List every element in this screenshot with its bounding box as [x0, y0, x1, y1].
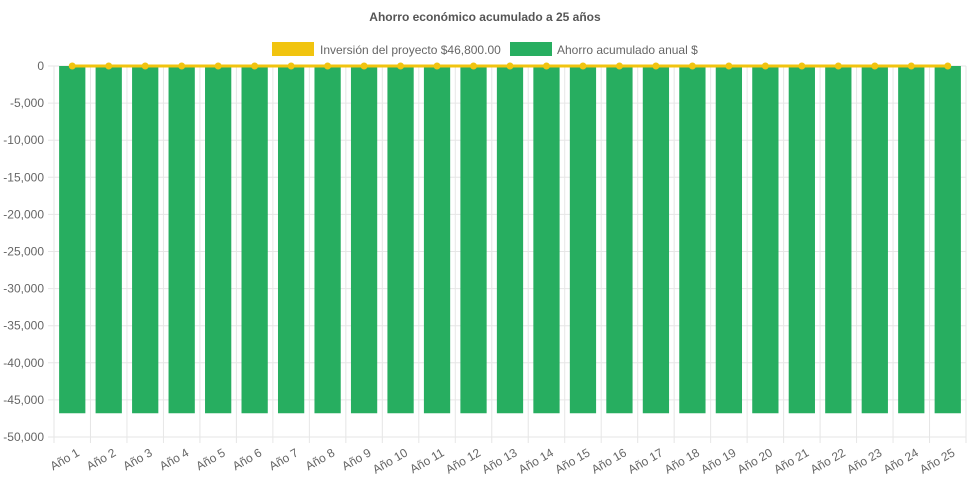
- line-point-investment[interactable]: [506, 62, 514, 70]
- line-point-investment[interactable]: [798, 62, 806, 70]
- bar-savings[interactable]: [642, 66, 670, 414]
- y-tick-label: -15,000: [3, 170, 44, 184]
- chart-title: Ahorro económico acumulado a 25 años: [369, 10, 601, 24]
- bar-savings[interactable]: [168, 66, 195, 414]
- line-point-investment[interactable]: [141, 62, 149, 70]
- x-tick-label: Año 18: [662, 445, 702, 476]
- bar-savings[interactable]: [132, 66, 159, 414]
- x-tick-label: Año 19: [698, 445, 738, 476]
- legend-swatch-investment[interactable]: [272, 42, 314, 56]
- x-tick-label: Año 17: [625, 445, 665, 476]
- bar-savings[interactable]: [423, 66, 451, 414]
- line-point-investment[interactable]: [652, 62, 660, 70]
- x-tick-label: Año 11: [407, 445, 446, 476]
- line-point-investment[interactable]: [360, 62, 368, 70]
- line-point-investment[interactable]: [944, 62, 952, 70]
- y-tick-label: -30,000: [3, 282, 44, 296]
- line-point-investment[interactable]: [214, 62, 222, 70]
- line-point-investment[interactable]: [688, 62, 696, 70]
- line-point-investment[interactable]: [871, 62, 879, 70]
- bars-layer: [59, 66, 961, 414]
- line-point-investment[interactable]: [907, 62, 915, 70]
- line-layer: [68, 62, 952, 70]
- line-point-investment[interactable]: [542, 62, 550, 70]
- legend[interactable]: Inversión del proyecto $46,800.00 Ahorro…: [272, 42, 698, 57]
- x-tick-label: Año 20: [735, 445, 775, 476]
- x-tick-label: Año 5: [194, 445, 228, 473]
- x-tick-label: Año 23: [844, 445, 884, 476]
- x-tick-label: Año 25: [917, 445, 957, 476]
- x-tick-label: Año 2: [84, 445, 118, 473]
- y-tick-label: -40,000: [3, 356, 44, 370]
- y-tick-label: -25,000: [3, 245, 44, 259]
- line-point-investment[interactable]: [433, 62, 441, 70]
- line-point-investment[interactable]: [397, 62, 405, 70]
- x-tick-label: Año 15: [553, 445, 593, 476]
- line-point-investment[interactable]: [68, 62, 76, 70]
- x-tick-label: Año 12: [443, 445, 483, 476]
- bar-savings[interactable]: [533, 66, 560, 414]
- bar-savings[interactable]: [606, 66, 633, 414]
- y-tick-label: -50,000: [3, 430, 44, 444]
- x-tick-label: Año 22: [808, 445, 848, 476]
- bar-savings[interactable]: [788, 66, 815, 414]
- y-tick-label: -10,000: [3, 133, 44, 147]
- x-tick-label: Año 1: [48, 445, 82, 473]
- line-point-investment[interactable]: [251, 62, 259, 70]
- bar-savings[interactable]: [861, 66, 888, 414]
- bar-savings[interactable]: [460, 66, 487, 414]
- x-tick-label: Año 14: [516, 445, 556, 476]
- bar-savings[interactable]: [825, 66, 852, 414]
- x-tick-label: Año 13: [480, 445, 520, 476]
- bar-savings[interactable]: [241, 66, 268, 414]
- bar-savings[interactable]: [752, 66, 779, 414]
- line-point-investment[interactable]: [579, 62, 587, 70]
- bar-savings[interactable]: [569, 66, 597, 414]
- bar-savings[interactable]: [715, 66, 743, 414]
- x-tick-label: Año 9: [339, 445, 373, 473]
- bar-savings[interactable]: [350, 66, 378, 414]
- grid-lines: [48, 65, 967, 443]
- legend-label-savings[interactable]: Ahorro acumulado anual $: [557, 43, 698, 57]
- bar-savings[interactable]: [277, 66, 305, 414]
- bar-savings[interactable]: [934, 66, 961, 414]
- legend-swatch-savings[interactable]: [510, 42, 552, 56]
- x-tick-label: Año 24: [881, 445, 921, 476]
- bar-savings[interactable]: [314, 66, 341, 414]
- bar-savings[interactable]: [679, 66, 706, 414]
- y-tick-label: 0: [37, 59, 44, 73]
- x-tick-label: Año 8: [303, 445, 337, 473]
- bar-savings[interactable]: [496, 66, 524, 414]
- line-point-investment[interactable]: [287, 62, 295, 70]
- line-point-investment[interactable]: [105, 62, 113, 70]
- x-tick-label: Año 16: [589, 445, 629, 476]
- x-tick-label: Año 10: [370, 445, 410, 476]
- x-tick-label: Año 21: [771, 445, 811, 476]
- x-tick-label: Año 7: [266, 445, 300, 473]
- x-tick-label: Año 4: [157, 445, 191, 473]
- bar-savings[interactable]: [59, 66, 86, 414]
- y-tick-label: -35,000: [3, 319, 44, 333]
- bar-savings[interactable]: [387, 66, 414, 414]
- line-point-investment[interactable]: [761, 62, 769, 70]
- y-tick-label: -5,000: [10, 96, 44, 110]
- y-axis: 0 -5,000 -10,000 -15,000 -20,000 -25,000 -30,0…: [3, 59, 44, 444]
- line-point-investment[interactable]: [834, 62, 842, 70]
- bar-savings[interactable]: [898, 66, 925, 414]
- line-point-investment[interactable]: [470, 62, 478, 70]
- legend-label-investment[interactable]: Inversión del proyecto $46,800.00: [320, 43, 501, 57]
- x-axis: Año 1 Año 2 Año 3 Año 4 Año 5 Año 6 Año 7 Año 8…: [48, 445, 958, 476]
- line-point-investment[interactable]: [324, 62, 332, 70]
- x-tick-label: Año 3: [121, 445, 155, 473]
- bar-savings[interactable]: [95, 66, 122, 414]
- line-point-investment[interactable]: [178, 62, 186, 70]
- line-point-investment[interactable]: [725, 62, 733, 70]
- y-tick-label: -20,000: [3, 207, 44, 221]
- bar-savings[interactable]: [205, 66, 232, 414]
- line-point-investment[interactable]: [615, 62, 623, 70]
- x-tick-label: Año 6: [230, 445, 264, 473]
- y-tick-label: -45,000: [3, 393, 44, 407]
